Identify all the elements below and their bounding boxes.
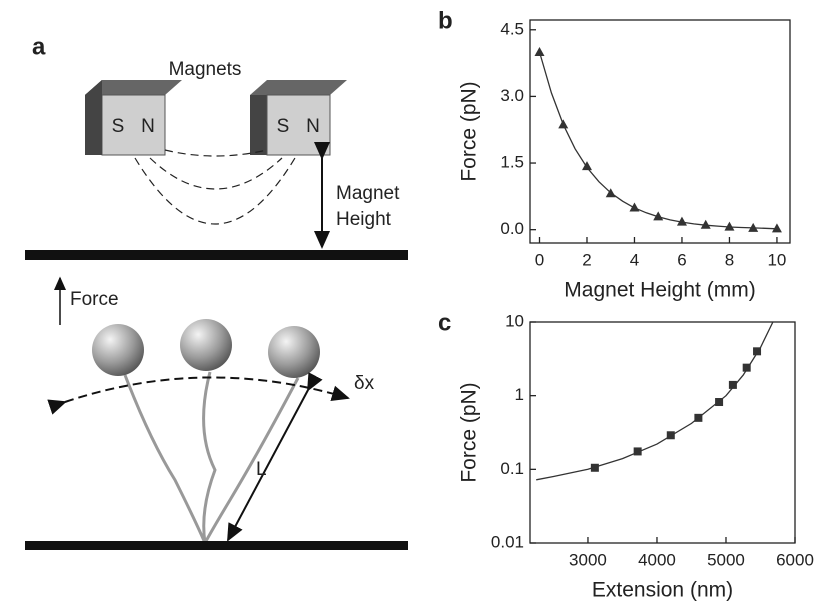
magnet-height-label: Height: [336, 209, 392, 230]
y-tick-label: 0.01: [491, 532, 524, 551]
point: [633, 447, 642, 456]
x-axis-label: Extension (nm): [592, 579, 733, 602]
x-tick-label: 5000: [707, 550, 745, 569]
pole: S: [112, 116, 125, 137]
y-tick-label: 1: [515, 385, 524, 404]
y-axis-label: Force (pN): [458, 382, 481, 482]
y-tick-label: 0.1: [500, 459, 524, 478]
panel-label: c: [438, 309, 451, 336]
y-tick-label: 3.0: [500, 86, 524, 105]
bead: [180, 319, 232, 371]
magnet: S N: [250, 80, 347, 156]
x-tick-label: 4: [630, 250, 639, 269]
pole: N: [141, 116, 155, 137]
magnets-label: Magnets: [169, 59, 242, 80]
point: [581, 161, 592, 171]
fit-line: [538, 51, 777, 230]
y-tick-label: 0.0: [500, 219, 524, 238]
bead: [268, 326, 320, 378]
y-tick-label: 10: [505, 311, 524, 330]
x-tick-label: 6: [677, 250, 686, 269]
force-label: Force: [70, 289, 119, 310]
panel-label: b: [438, 7, 453, 34]
y-axis-label: Force (pN): [458, 81, 481, 181]
pole: S: [277, 116, 290, 137]
y-tick-label: 1.5: [500, 153, 524, 172]
magnet-height-label: Magnet: [336, 183, 400, 204]
magnet: S N: [85, 80, 182, 156]
y-tick-label: 4.5: [500, 19, 524, 38]
x-axis-label: Magnet Height (mm): [564, 279, 755, 302]
dx-label: δx: [354, 373, 375, 394]
plate: [25, 250, 408, 260]
x-tick-label: 4000: [638, 550, 676, 569]
x-tick-label: 2: [582, 250, 591, 269]
length-arrow: [227, 372, 323, 542]
field-lines: [134, 149, 296, 225]
point: [629, 202, 640, 212]
bead: [92, 324, 144, 376]
point: [753, 347, 762, 356]
point: [771, 223, 782, 233]
fit-line: [536, 321, 774, 481]
x-tick-label: 6000: [776, 550, 814, 569]
dx-arc: [47, 376, 350, 415]
point: [676, 216, 687, 226]
plate: [25, 541, 408, 550]
pole: N: [306, 116, 320, 137]
x-tick-label: 0: [535, 250, 544, 269]
point: [742, 363, 751, 372]
panel-a: a Magnets S N S N Magnet Height Force: [25, 33, 408, 550]
point: [534, 46, 545, 56]
x-tick-label: 3000: [569, 550, 607, 569]
x-tick-label: 10: [767, 250, 786, 269]
point: [724, 221, 735, 231]
x-tick-label: 8: [725, 250, 734, 269]
point: [700, 219, 711, 229]
point: [728, 380, 737, 389]
plot-frame: [529, 19, 791, 244]
plot-frame: [529, 321, 796, 544]
length-label: L: [256, 459, 267, 480]
panel-label: a: [32, 33, 46, 60]
